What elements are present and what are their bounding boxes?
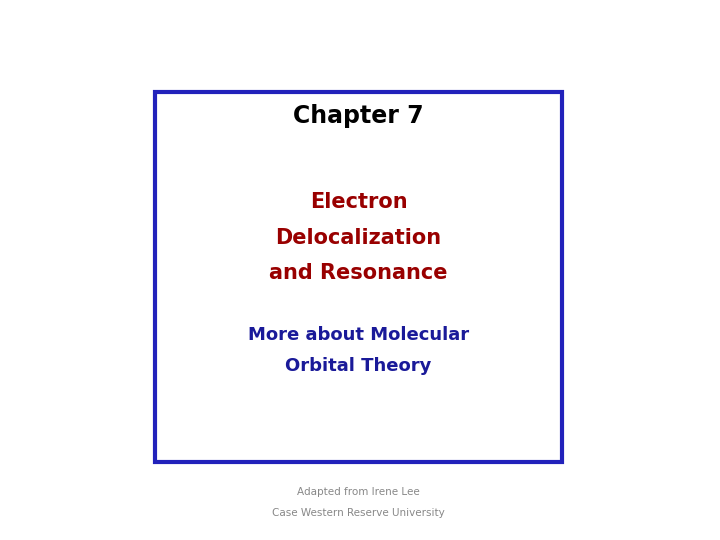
Bar bbox=[155, 92, 562, 462]
Text: Electron: Electron bbox=[310, 192, 408, 213]
Text: Adapted from Irene Lee: Adapted from Irene Lee bbox=[297, 488, 420, 497]
Text: Case Western Reserve University: Case Western Reserve University bbox=[272, 508, 445, 518]
Text: Delocalization: Delocalization bbox=[276, 227, 441, 248]
Text: Chapter 7: Chapter 7 bbox=[293, 104, 424, 128]
Text: Orbital Theory: Orbital Theory bbox=[285, 356, 432, 375]
Text: More about Molecular: More about Molecular bbox=[248, 326, 469, 344]
Text: and Resonance: and Resonance bbox=[269, 262, 448, 283]
